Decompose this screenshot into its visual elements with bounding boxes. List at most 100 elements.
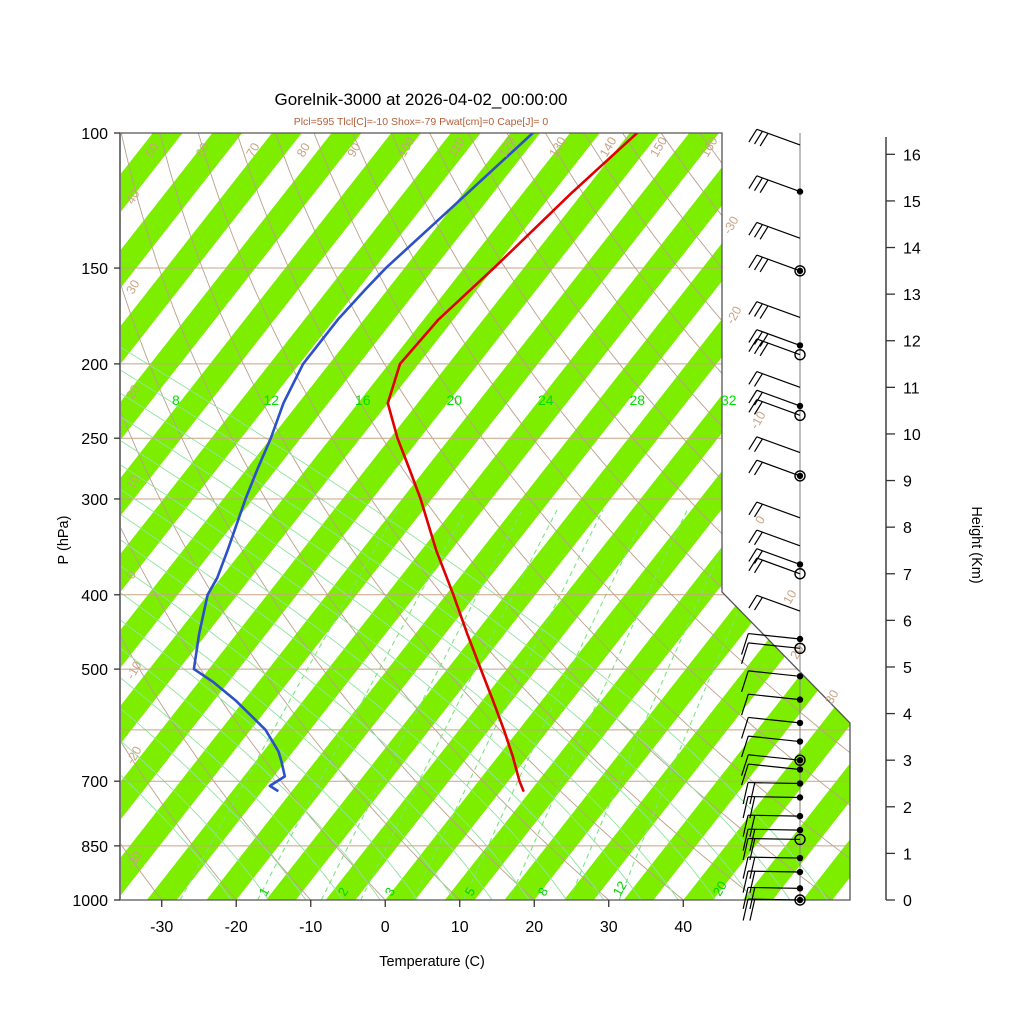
pressure-tick-label: 100 [81, 126, 108, 143]
height-tick-label: 14 [903, 241, 921, 258]
isotherm-label-left: 10 [123, 472, 142, 491]
wind-barb-feather [749, 815, 756, 837]
wind-barb-feather [748, 594, 758, 609]
wind-barb-shaft [756, 557, 801, 575]
wind-barb-feather [748, 128, 758, 143]
xaxis-title: Temperature (C) [379, 954, 485, 970]
wind-barb-shaft [756, 254, 801, 272]
wind-barb-feather [748, 222, 758, 236]
page-title: Gorelnik-3000 at 2026-04-02_00:00:00 [275, 90, 568, 109]
wind-barb-feather [748, 389, 758, 404]
dry-adiabat-label: 80 [294, 140, 313, 159]
height-tick-label: 10 [903, 427, 921, 444]
wind-barb-feather [742, 898, 749, 921]
dewpoint-curve [192, 133, 535, 792]
wind-barb-feather [759, 258, 769, 273]
wind-barb-shaft [756, 371, 801, 388]
wind-barb-shaft [747, 795, 801, 799]
wind-barb-feather [741, 717, 749, 739]
isotherm-band [623, 133, 850, 900]
moist-adiabat [120, 164, 642, 900]
wind-barb-feather [753, 391, 763, 406]
pressure-tick-label: 150 [81, 261, 108, 278]
height-tick-label: 6 [903, 613, 912, 630]
mixing-ratio-line [618, 509, 784, 900]
wind-barb-feather [742, 838, 749, 861]
wind-barb-shaft [756, 501, 801, 519]
dry-adiabat-label: 90 [344, 140, 363, 159]
isotherm-label-mid: 24 [538, 392, 554, 408]
wind-barb-feather [748, 557, 758, 572]
isotherm-label-right: 30 [822, 687, 841, 706]
isotherm-band [120, 133, 481, 900]
wind-barb-feather [748, 459, 758, 474]
height-tick-label: 3 [903, 753, 912, 770]
indices-subtitle: Plcl=595 Tlcl[C]=-10 Shox=-79 Pwat[cm]=0… [294, 116, 549, 128]
wind-barb-feather [753, 503, 763, 518]
wind-barb-shaft [748, 735, 801, 743]
wind-barb-feather [741, 633, 749, 655]
wind-barb-feather [742, 870, 749, 893]
wind-barb-feather [753, 340, 763, 355]
isotherm-band [564, 133, 850, 900]
moist-adiabat [120, 395, 232, 900]
isotherm-label-mid: 32 [721, 392, 737, 408]
pressure-tick-label: 300 [81, 492, 108, 509]
wind-barb-feather [749, 899, 756, 921]
yaxis-title: P (hPa) [56, 516, 72, 565]
wind-barb-shaft [756, 399, 801, 416]
wind-level-circle [794, 568, 806, 580]
wind-barb-feather [753, 331, 763, 345]
wind-barb-shaft [756, 436, 801, 454]
temperature-tick-label: 40 [674, 919, 692, 936]
isotherm-band [120, 133, 600, 900]
wind-barb-shaft [747, 898, 801, 901]
temperature-curve [386, 133, 639, 792]
wind-barb-feather [749, 857, 756, 879]
mixing-ratio-label: 12 [610, 878, 630, 898]
moist-adiabat [120, 289, 418, 900]
wind-barb-feather [748, 529, 758, 544]
pressure-tick-label: 500 [81, 662, 108, 679]
isotherm-band [120, 133, 421, 900]
height-tick-label: 2 [903, 800, 912, 817]
height-tick-label: 9 [903, 474, 912, 491]
isotherm-band [120, 133, 362, 900]
dry-adiabat-label: 60 [193, 140, 212, 159]
isotherm-label-left: 20 [123, 382, 142, 401]
wind-barb-feather [753, 224, 763, 238]
mixing-ratio-lines [179, 509, 784, 900]
wind-barb-feather [759, 179, 769, 194]
wind-barb-feather [749, 838, 756, 861]
height-tick-label: 4 [903, 707, 912, 724]
wind-barb-feather [749, 782, 756, 805]
wind-barb-feather [742, 815, 749, 837]
mixing-ratio-line [508, 509, 688, 900]
wind-barb-feather [749, 887, 756, 910]
wind-barb-feather [748, 254, 758, 269]
yaxis2-title: Height (Km) [968, 506, 984, 583]
mixing-ratio-line [360, 509, 558, 900]
mixing-ratio-line [568, 509, 741, 900]
wind-barb-feather [759, 305, 769, 319]
wind-barb-shaft [756, 329, 801, 346]
wind-barb-feather [748, 399, 758, 413]
wind-barb-shaft [756, 594, 801, 612]
wind-barb-feather [759, 133, 769, 147]
pressure-tick-label: 200 [81, 357, 108, 374]
wind-barb-shaft [747, 837, 801, 841]
wind-barb-feather [748, 338, 758, 353]
wind-barb-feather [741, 670, 749, 692]
isotherm-label-right: 10 [780, 587, 799, 606]
wind-barb-feather [749, 871, 756, 893]
wind-barb-shaft [748, 763, 801, 771]
wind-barb-feather [753, 531, 763, 546]
wind-barb-feather [753, 550, 763, 564]
isotherm-label-left: 40 [123, 187, 142, 206]
moist-adiabat [120, 379, 269, 900]
height-tick-label: 15 [903, 194, 921, 211]
pressure-tick-label: 700 [81, 774, 108, 791]
wind-level-circle [794, 349, 806, 361]
mixing-ratio-label: 20 [710, 878, 730, 898]
wind-barb-column [741, 128, 806, 921]
